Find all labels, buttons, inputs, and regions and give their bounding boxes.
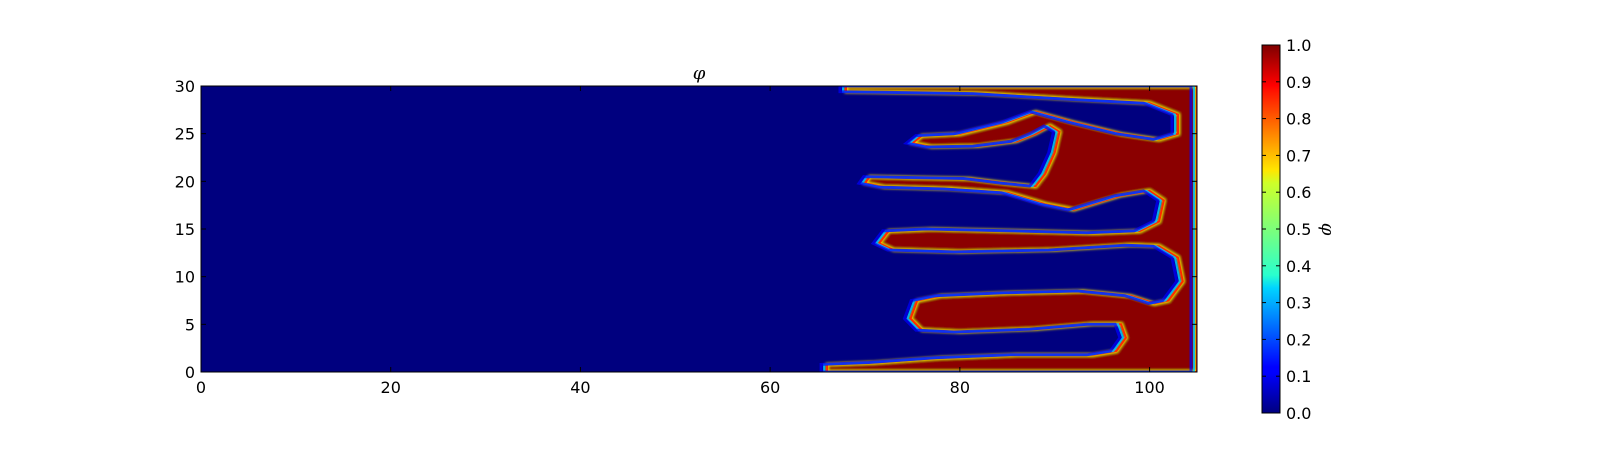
y-axis: 0 5 10 15 20 25 30	[175, 77, 1197, 382]
x-tick-label: 0	[196, 378, 206, 397]
colorbar-tick-label: 0.4	[1286, 257, 1311, 276]
colorbar-tick-label: 0.6	[1286, 183, 1311, 202]
colorbar-tick-label: 0.7	[1286, 146, 1311, 165]
colorbar-tick-label: 0.3	[1286, 294, 1311, 313]
y-tick-label: 20	[175, 172, 195, 191]
x-tick-label: 20	[381, 378, 401, 397]
y-tick-label: 0	[185, 363, 195, 382]
colorbar-tick-label: 0.5	[1286, 220, 1311, 239]
y-tick-label: 30	[175, 77, 195, 96]
colorbar: 0.0 0.1 0.2 0.3 0.4 0.5 0.6 0.7 0.8 0.9 1.0 φ	[1261, 36, 1338, 423]
colorbar-ticks: 0.0 0.1 0.2 0.3 0.4 0.5 0.6 0.7 0.8 0.9 1.0	[1262, 36, 1311, 423]
colorbar-tick-label: 1.0	[1286, 36, 1311, 55]
heatmap-field	[819, 86, 1197, 372]
x-tick-label: 100	[1134, 378, 1165, 397]
y-tick-label: 25	[175, 125, 195, 144]
colorbar-tick-label: 0.2	[1286, 330, 1311, 349]
colorbar-label: φ	[1317, 223, 1338, 236]
y-tick-label: 10	[175, 268, 195, 287]
x-tick-label: 60	[760, 378, 780, 397]
field-contour-lowest	[819, 86, 1193, 372]
y-tick-label: 5	[185, 315, 195, 334]
colorbar-tick-label: 0.0	[1286, 404, 1311, 423]
colorbar-tick-label: 0.9	[1286, 73, 1311, 92]
x-axis: 0 20 40 60 80 100	[196, 86, 1165, 397]
colorbar-tick-label: 0.1	[1286, 367, 1311, 386]
chart-title: φ	[693, 63, 706, 84]
x-tick-label: 80	[950, 378, 970, 397]
heatmap-plot	[201, 86, 1197, 372]
x-tick-label: 40	[570, 378, 590, 397]
y-tick-label: 15	[175, 220, 195, 239]
colorbar-tick-label: 0.8	[1286, 110, 1311, 129]
